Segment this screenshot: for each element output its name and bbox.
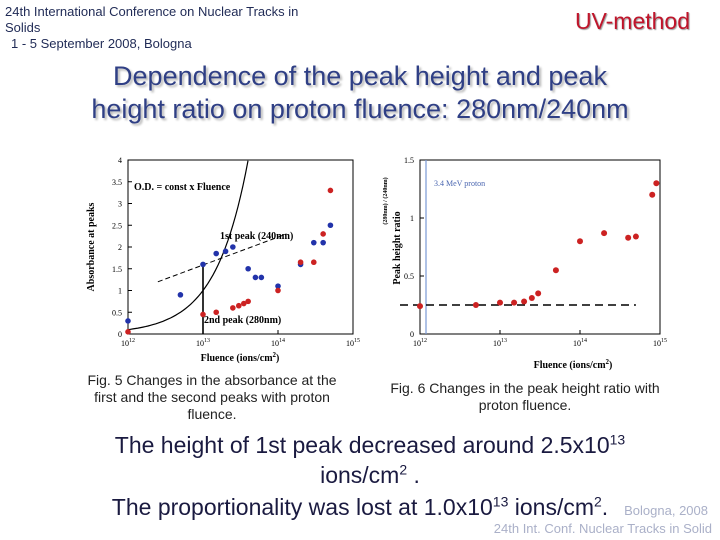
data-point-0 xyxy=(632,233,639,240)
fig6-y-axis-label: Peak height ratio xyxy=(392,211,403,284)
data-point-0 xyxy=(213,250,220,257)
fig5-od-annotation: O.D. = const x Fluence xyxy=(134,182,231,193)
fig5-y-axis-label: Absorbance at peaks xyxy=(86,202,97,291)
data-point-0 xyxy=(245,265,251,272)
data-point-0 xyxy=(649,191,656,198)
data-point-0 xyxy=(521,298,528,305)
data-point-1 xyxy=(200,311,206,318)
data-point-0 xyxy=(653,180,660,187)
data-point-0 xyxy=(511,299,518,306)
method-label: UV-method xyxy=(574,8,690,34)
fig5-caption: Fig. 5 Changes in the absorbance at the … xyxy=(87,372,337,422)
data-point-1 xyxy=(230,305,236,311)
footer-conference: 24th Int. Conf. Nuclear Tracks in Solid xyxy=(493,521,712,536)
c1-x-tick-label: 1014 xyxy=(271,338,285,348)
c1-y-tick-label: 3.5 xyxy=(112,178,122,187)
fig5-chart: 0 0.5 1 1.5 2 2.5 3 3.5 4 1012 1013 1014 1015 O.D. =… xyxy=(86,156,360,364)
title-line-2: height ratio on proton fluence: 280nm/24… xyxy=(91,94,629,124)
data-point-0 xyxy=(417,303,423,310)
c1-y-tick-label: 0.5 xyxy=(112,308,122,317)
data-point-1 xyxy=(320,231,326,237)
data-point-0 xyxy=(275,283,281,289)
data-point-0 xyxy=(552,267,559,274)
data-point-0 xyxy=(577,238,583,245)
c1-x-tick-label: 1015 xyxy=(346,338,360,348)
c1-y-tick-label: 2 xyxy=(118,243,122,252)
slide-title: Dependence of the peak height and peak h… xyxy=(20,60,700,126)
c2-x-tick-label: 1014 xyxy=(573,338,587,348)
data-point-0 xyxy=(327,222,334,229)
fig5-first-peak-annotation: 1st peak (240nm) xyxy=(220,231,293,242)
c2-y-tick-label: 0 xyxy=(410,330,414,339)
data-point-1 xyxy=(125,329,131,335)
conclusion-line-2: ions/cm2 . xyxy=(320,461,420,488)
conclusion-line-3: The proportionality was lost at 1.0x1013… xyxy=(111,493,609,520)
data-point-0 xyxy=(177,292,184,298)
data-point-1 xyxy=(213,309,220,316)
fig5-second-peak-annotation: 2nd peak (280nm) xyxy=(204,315,281,326)
fig6-plot-frame xyxy=(419,159,661,335)
data-point-0 xyxy=(200,261,206,268)
data-point-1 xyxy=(245,298,251,305)
c2-y-tick-label: 0.5 xyxy=(404,272,414,281)
data-point-0 xyxy=(601,230,608,237)
data-point-0 xyxy=(125,318,131,324)
c1-y-tick-label: 0 xyxy=(118,330,122,339)
data-point-0 xyxy=(472,302,479,308)
data-point-0 xyxy=(528,295,535,302)
data-point-1 xyxy=(241,300,247,307)
data-point-0 xyxy=(252,274,259,281)
fig6-caption: Fig. 6 Changes in the peak height ratio … xyxy=(390,380,660,413)
data-point-1 xyxy=(275,287,281,294)
c2-x-tick-label: 1015 xyxy=(653,338,667,348)
title-line-1: Dependence of the peak height and peak xyxy=(113,61,607,91)
c2-y-tick-label: 1.5 xyxy=(404,156,414,165)
data-point-0 xyxy=(535,290,542,297)
data-point-1 xyxy=(327,187,334,194)
c1-x-tick-label: 1013 xyxy=(196,338,210,348)
c2-y-tick-label: 1 xyxy=(410,214,414,223)
c1-x-tick-label: 1012 xyxy=(121,338,135,348)
data-point-0 xyxy=(625,234,632,241)
fig6-x-axis-label: Fluence (ions/cm2) xyxy=(534,358,613,371)
conference-line-2: Solids xyxy=(5,20,41,35)
conclusion-line-1: The height of 1st peak decreased around … xyxy=(114,431,626,458)
c1-y-tick-label: 1 xyxy=(118,287,122,296)
footer-location: Bologna, 2008 xyxy=(624,503,708,518)
c2-x-tick-label: 1012 xyxy=(413,338,427,348)
fig5-x-axis-label: Fluence (ions/cm2) xyxy=(201,351,280,364)
c2-x-tick-label: 1013 xyxy=(493,338,507,348)
conference-line-1: 24th International Conference on Nuclear… xyxy=(5,4,299,19)
data-point-0 xyxy=(497,299,503,306)
data-point-1 xyxy=(297,259,304,266)
data-point-0 xyxy=(258,274,265,281)
fig5-plot-frame xyxy=(127,159,354,335)
data-point-0 xyxy=(230,244,236,250)
conference-info: 24th International Conference on Nuclear… xyxy=(5,4,345,52)
conference-line-3: 1 - 5 September 2008, Bologna xyxy=(11,36,192,51)
data-point-0 xyxy=(310,239,317,246)
fig6-y-axis-sublabel: (280nm) / (240nm) xyxy=(382,177,389,224)
c1-y-tick-label: 2.5 xyxy=(112,221,122,230)
data-point-0 xyxy=(222,248,229,255)
c1-y-tick-label: 1.5 xyxy=(112,265,122,274)
data-point-1 xyxy=(310,259,317,266)
c1-y-tick-label: 3 xyxy=(118,200,122,209)
fig5-guide-line xyxy=(157,233,287,283)
fig6-proton-annotation: 3.4 MeV proton xyxy=(434,179,485,188)
fig5-od-curve xyxy=(127,160,249,331)
data-point-1 xyxy=(235,302,242,309)
data-point-0 xyxy=(320,239,326,246)
c1-y-tick-label: 4 xyxy=(118,156,122,165)
